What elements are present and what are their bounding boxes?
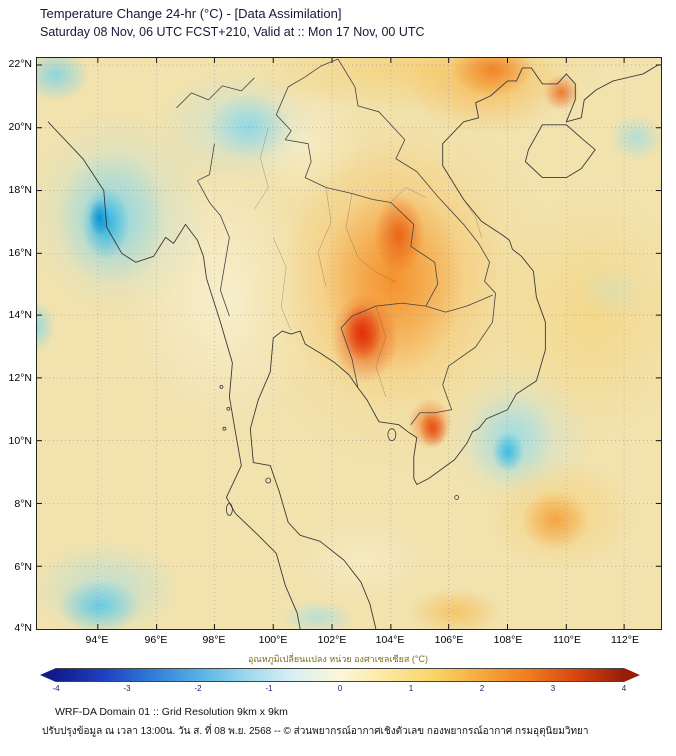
lat-tick: 14°N bbox=[8, 309, 32, 321]
lat-tick: 16°N bbox=[8, 247, 32, 259]
lon-tick: 104°E bbox=[375, 634, 405, 646]
colorbar-tick: -1 bbox=[265, 684, 273, 693]
colorbar-tick: -4 bbox=[52, 684, 60, 693]
colorbar-tick: 3 bbox=[550, 684, 556, 693]
map-frame bbox=[36, 57, 662, 630]
colorbar-gradient bbox=[56, 668, 624, 682]
island-shapes bbox=[219, 384, 460, 516]
axis-tick-marks bbox=[37, 58, 661, 629]
lon-tick: 110°E bbox=[553, 634, 581, 646]
lon-tick: 96°E bbox=[144, 634, 168, 646]
lon-tick: 106°E bbox=[434, 634, 464, 646]
colorbar-right-arrow bbox=[624, 668, 640, 682]
colorbar-tick: -2 bbox=[194, 684, 202, 693]
page-title: Temperature Change 24-hr (°C) - [Data As… bbox=[40, 6, 342, 21]
coastline-paths bbox=[47, 64, 659, 629]
page-subtitle: Saturday 08 Nov, 06 UTC FCST+210, Valid … bbox=[40, 25, 425, 39]
graticule-grid bbox=[37, 58, 661, 629]
map-overlay bbox=[37, 58, 661, 629]
lon-tick: 102°E bbox=[317, 634, 347, 646]
colorbar-tick: 2 bbox=[479, 684, 485, 693]
lat-tick: 10°N bbox=[8, 435, 32, 447]
colorbar-tick: 0 bbox=[337, 684, 343, 693]
update-credit-info: ปรับปรุงข้อมูล ณ เวลา 13:00น. วัน ส. ที่… bbox=[42, 726, 589, 737]
lon-tick: 112°E bbox=[611, 634, 639, 646]
model-domain-info: WRF-DA Domain 01 :: Grid Resolution 9km … bbox=[55, 706, 288, 718]
lat-tick: 8°N bbox=[14, 498, 32, 510]
colorbar-left-arrow bbox=[40, 668, 56, 682]
colorbar-label: อุณหภูมิเปลี่ยนแปลง หน่วย องศาเซลเซียส (… bbox=[248, 654, 428, 664]
lat-tick: 4°N bbox=[14, 622, 32, 634]
colorbar-tick: 1 bbox=[408, 684, 414, 693]
lon-tick: 108°E bbox=[493, 634, 523, 646]
colorbar-tick: -3 bbox=[123, 684, 131, 693]
province-lines bbox=[254, 127, 482, 397]
lon-tick: 98°E bbox=[202, 634, 226, 646]
lat-tick: 18°N bbox=[8, 184, 32, 196]
colorbar bbox=[40, 668, 640, 682]
colorbar-ticks: -4 -3 -2 -1 0 1 2 3 4 bbox=[40, 684, 640, 694]
lat-tick: 20°N bbox=[8, 121, 32, 133]
lon-tick: 100°E bbox=[258, 634, 288, 646]
temperature-field-canvas bbox=[37, 58, 661, 629]
colorbar-tick: 4 bbox=[621, 684, 627, 693]
lat-tick: 6°N bbox=[14, 561, 32, 573]
lat-tick: 22°N bbox=[8, 58, 32, 70]
lon-tick: 94°E bbox=[85, 634, 109, 646]
country-border-paths bbox=[176, 58, 496, 425]
lat-tick: 12°N bbox=[8, 372, 32, 384]
